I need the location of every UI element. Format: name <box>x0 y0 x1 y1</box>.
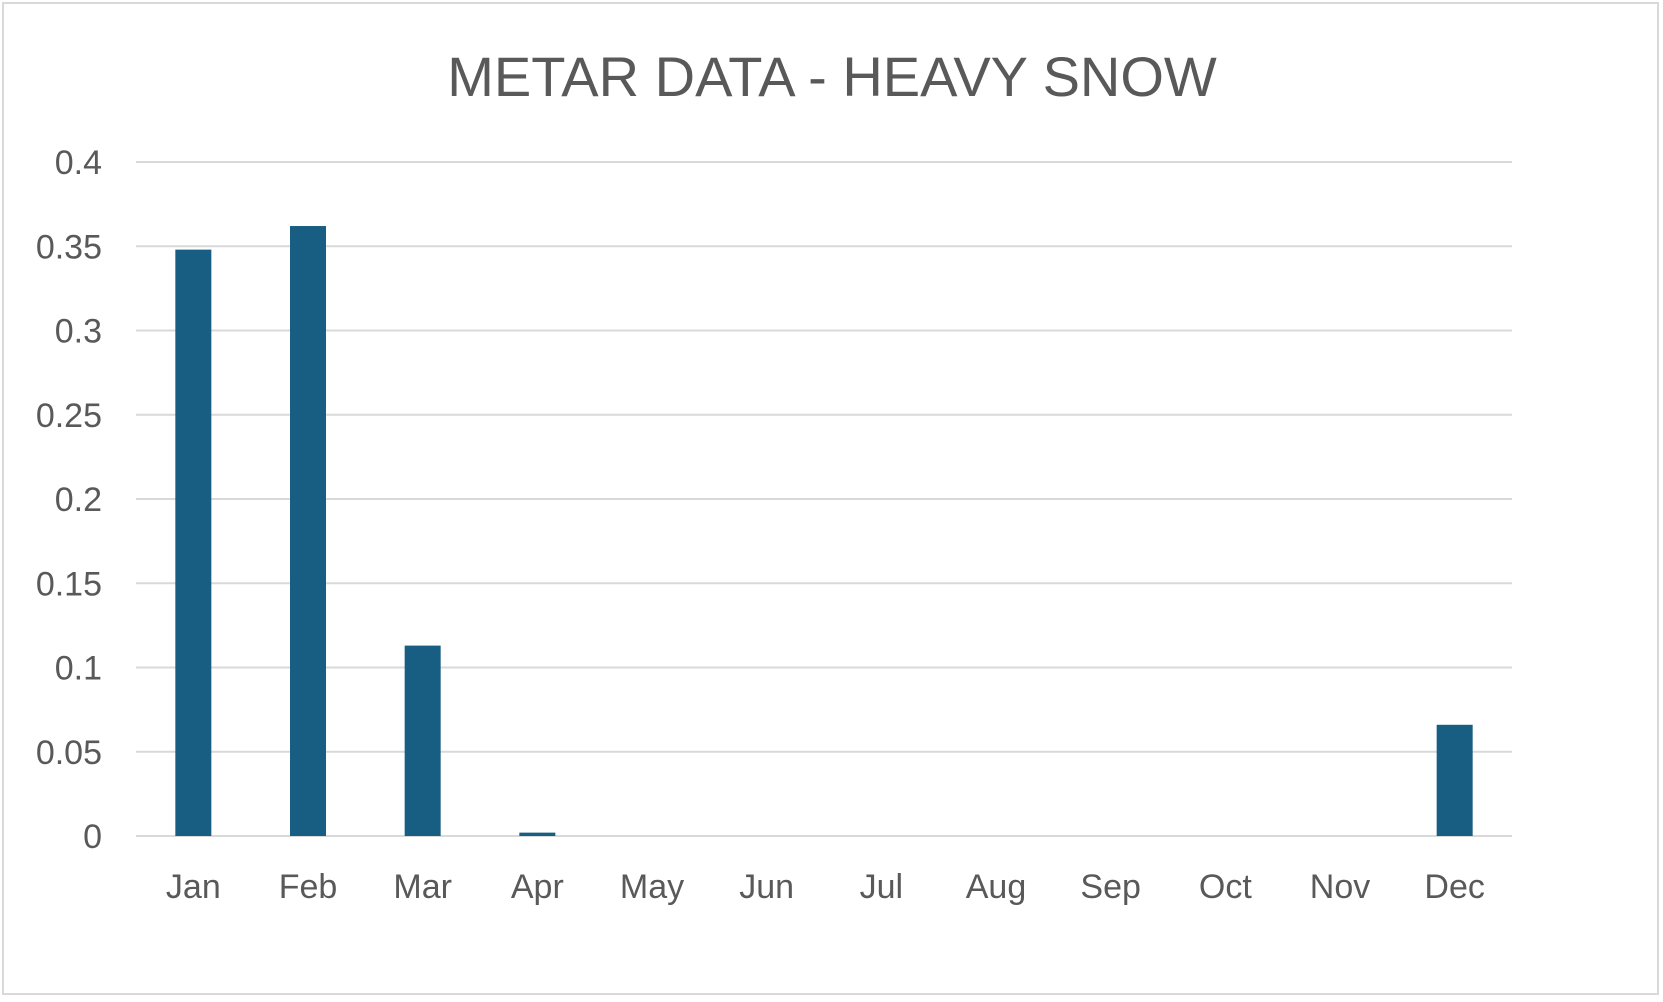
y-tick-label: 0.05 <box>36 734 102 772</box>
chart-title: METAR DATA - HEAVY SNOW <box>447 45 1217 108</box>
y-axis-tick-labels: 0 0.05 0.1 0.15 0.2 0.25 0.3 0.35 0.4 <box>36 144 102 856</box>
y-tick-label: 0.2 <box>55 481 102 519</box>
y-tick-label: 0.3 <box>55 313 102 351</box>
bar-feb <box>290 226 326 836</box>
x-axis-tick-labels: Jan Feb Mar Apr May Jun Jul Aug Sep Oct Nov Dec <box>166 868 1485 906</box>
bar-apr <box>519 832 556 836</box>
x-tick-label-aug: Aug <box>966 868 1027 906</box>
x-tick-label-mar: Mar <box>393 868 452 906</box>
bar-dec <box>1436 724 1473 836</box>
x-tick-label-nov: Nov <box>1310 868 1370 906</box>
bar-mar <box>404 645 441 836</box>
x-tick-label-dec: Dec <box>1424 868 1484 906</box>
y-tick-label: 0.1 <box>55 650 102 688</box>
x-tick-label-jan: Jan <box>166 868 221 906</box>
x-tick-label-oct: Oct <box>1199 868 1252 906</box>
y-tick-label: 0 <box>83 818 102 856</box>
bars <box>175 226 1473 836</box>
x-tick-label-apr: Apr <box>511 868 564 906</box>
y-tick-label: 0.4 <box>55 144 102 182</box>
x-tick-label-sep: Sep <box>1080 868 1141 906</box>
bar-jan <box>175 249 212 836</box>
bar-chart: METAR DATA - HEAVY SNOW 00.050.10.150.20… <box>36 45 1512 906</box>
gridlines <box>136 161 1512 837</box>
x-tick-label-may: May <box>620 868 684 906</box>
y-tick-label: 0.15 <box>36 565 102 603</box>
y-tick-label: 0.35 <box>36 228 102 266</box>
x-tick-label-feb: Feb <box>279 868 338 906</box>
x-tick-label-jun: Jun <box>739 868 794 906</box>
y-tick-label: 0.25 <box>36 397 102 435</box>
x-tick-label-jul: Jul <box>860 868 903 906</box>
